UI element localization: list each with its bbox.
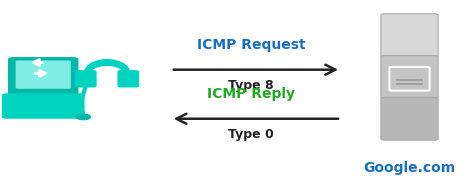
Text: Google.com: Google.com	[364, 161, 456, 175]
FancyBboxPatch shape	[2, 93, 84, 119]
FancyBboxPatch shape	[118, 70, 139, 87]
Text: ICMP Reply: ICMP Reply	[207, 87, 295, 101]
FancyBboxPatch shape	[381, 97, 438, 140]
FancyBboxPatch shape	[8, 57, 78, 97]
Circle shape	[76, 114, 91, 120]
FancyBboxPatch shape	[381, 14, 438, 57]
Text: Type 0: Type 0	[228, 128, 274, 141]
FancyBboxPatch shape	[16, 61, 71, 89]
Text: ICMP Request: ICMP Request	[197, 38, 305, 52]
FancyBboxPatch shape	[75, 70, 97, 87]
Text: Type 8: Type 8	[228, 79, 274, 92]
FancyBboxPatch shape	[381, 56, 438, 98]
FancyBboxPatch shape	[390, 67, 429, 91]
